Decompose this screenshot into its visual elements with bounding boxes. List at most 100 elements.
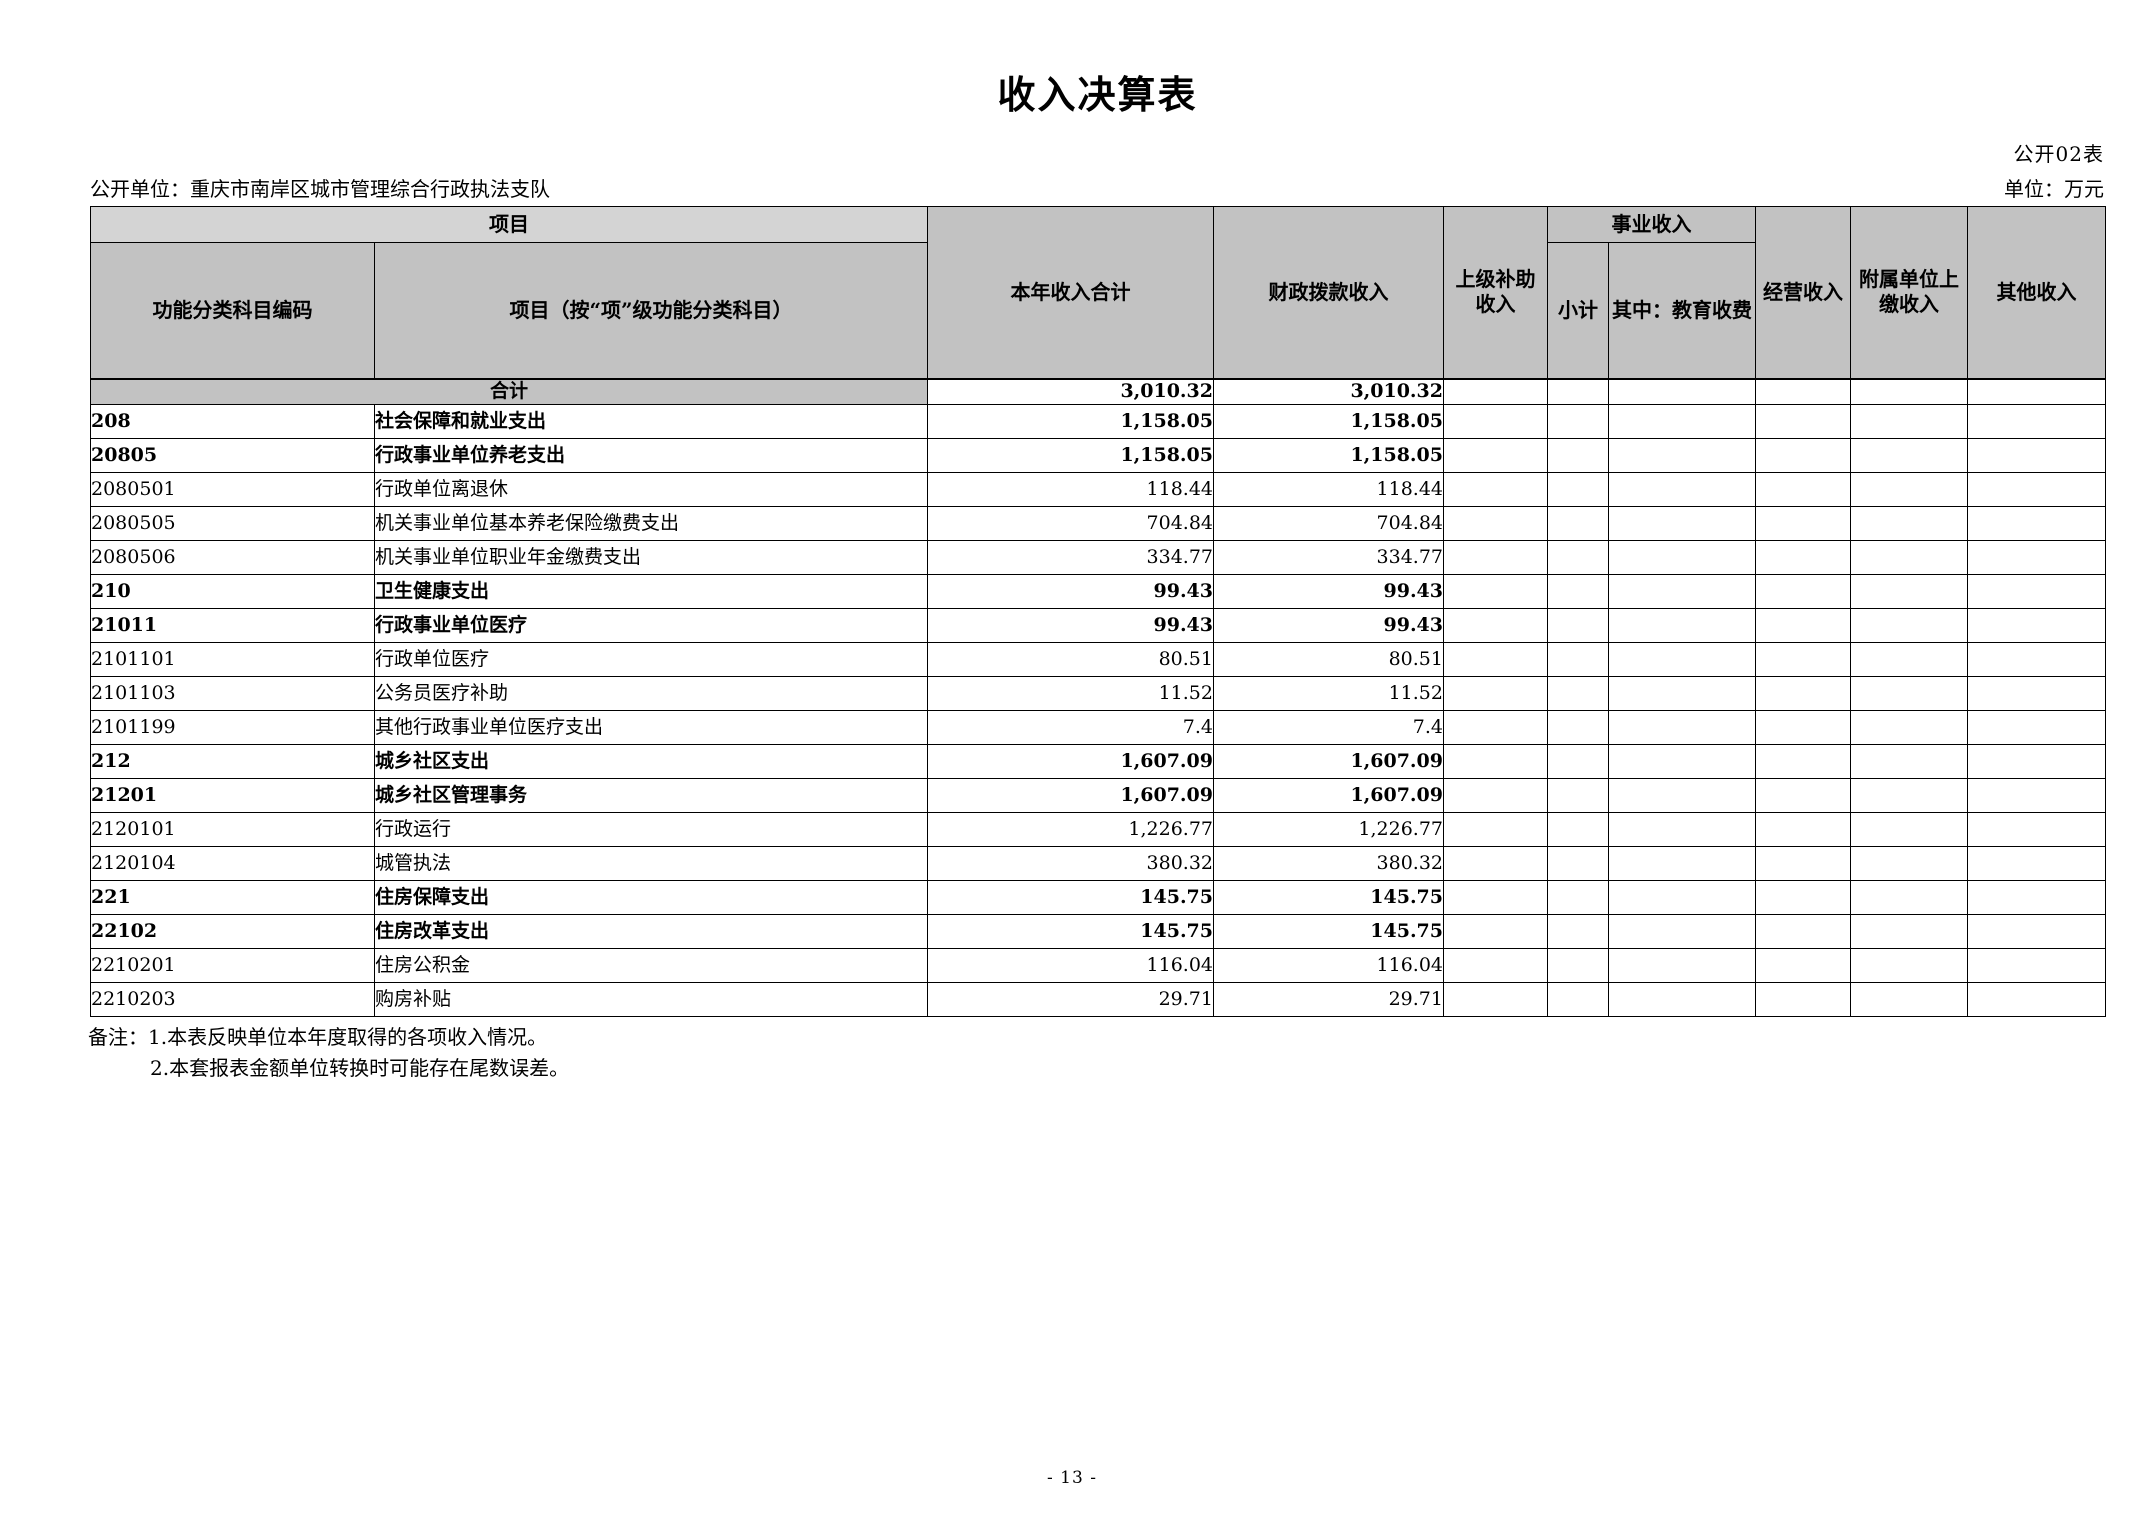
cell-other-income <box>1967 710 2106 745</box>
table-row: 210 卫生健康支出 99.43 99.43 <box>90 574 2106 609</box>
cell-total-income: 145.75 <box>927 880 1214 915</box>
cell-operating-income <box>1755 676 1851 711</box>
cell-other-income <box>1967 438 2106 473</box>
cell-business-subtotal <box>1547 744 1609 779</box>
cell-fiscal-income: 1,607.09 <box>1213 778 1444 813</box>
cell-affiliated-income <box>1850 846 1968 881</box>
cell-superior-income <box>1443 982 1548 1017</box>
cell-business-edu <box>1608 378 1756 405</box>
cell-total-income: 1,158.05 <box>927 438 1214 473</box>
cell-fiscal-income: 7.4 <box>1213 710 1444 745</box>
cell-operating-income <box>1755 506 1851 541</box>
table-body: 合计 3,010.32 3,010.32 208 社会保障和就业支出 1,158.05 1,… <box>90 378 2106 1017</box>
cell-business-subtotal <box>1547 642 1609 677</box>
cell-affiliated-income <box>1850 574 1968 609</box>
cell-operating-income <box>1755 608 1851 643</box>
cell-business-edu <box>1608 880 1756 915</box>
cell-other-income <box>1967 472 2106 507</box>
cell-code: 20805 <box>90 438 375 473</box>
cell-affiliated-income <box>1850 710 1968 745</box>
cell-total-income: 11.52 <box>927 676 1214 711</box>
cell-total-income: 704.84 <box>927 506 1214 541</box>
cell-operating-income <box>1755 574 1851 609</box>
table-row: 2080501 行政单位离退休 118.44 118.44 <box>90 472 2106 507</box>
cell-business-subtotal <box>1547 438 1609 473</box>
cell-operating-income <box>1755 812 1851 847</box>
cell-business-subtotal <box>1547 880 1609 915</box>
cell-project: 其他行政事业单位医疗支出 <box>374 710 928 745</box>
table-row: 208 社会保障和就业支出 1,158.05 1,158.05 <box>90 404 2106 439</box>
table-row: 21011 行政事业单位医疗 99.43 99.43 <box>90 608 2106 643</box>
cell-superior-income <box>1443 608 1548 643</box>
cell-superior-income <box>1443 846 1548 881</box>
cell-code: 2120101 <box>90 812 375 847</box>
cell-total-income: 145.75 <box>927 914 1214 949</box>
cell-operating-income <box>1755 846 1851 881</box>
cell-other-income <box>1967 540 2106 575</box>
cell-project: 城乡社区支出 <box>374 744 928 779</box>
header-fiscal: 财政拨款收入 <box>1213 206 1444 380</box>
cell-affiliated-income <box>1850 778 1968 813</box>
table-row: 20805 行政事业单位养老支出 1,158.05 1,158.05 <box>90 438 2106 473</box>
cell-operating-income <box>1755 948 1851 983</box>
cell-affiliated-income <box>1850 404 1968 439</box>
cell-affiliated-income <box>1850 540 1968 575</box>
cell-affiliated-income <box>1850 472 1968 507</box>
table-row: 22102 住房改革支出 145.75 145.75 <box>90 914 2106 949</box>
cell-operating-income <box>1755 914 1851 949</box>
header-project-group: 项目 <box>90 206 928 243</box>
cell-project: 购房补贴 <box>374 982 928 1017</box>
cell-superior-income <box>1443 472 1548 507</box>
cell-business-edu <box>1608 982 1756 1017</box>
cell-project: 行政事业单位养老支出 <box>374 438 928 473</box>
cell-project: 行政事业单位医疗 <box>374 608 928 643</box>
cell-superior-income <box>1443 948 1548 983</box>
cell-fiscal-income: 3,010.32 <box>1213 378 1444 405</box>
cell-superior-income <box>1443 914 1548 949</box>
cell-business-edu <box>1608 642 1756 677</box>
cell-business-subtotal <box>1547 778 1609 813</box>
cell-affiliated-income <box>1850 378 1968 405</box>
page-number: - 13 - <box>1047 1468 1097 1488</box>
total-row: 合计 3,010.32 3,010.32 <box>90 378 2106 405</box>
header-affiliated: 附属单位上缴收入 <box>1850 206 1968 380</box>
cell-business-edu <box>1608 710 1756 745</box>
meta-line: 公开单位：重庆市南岸区城市管理综合行政执法支队 单位：万元 <box>90 173 2104 202</box>
cell-operating-income <box>1755 540 1851 575</box>
cell-code: 22102 <box>90 914 375 949</box>
table-row: 2120104 城管执法 380.32 380.32 <box>90 846 2106 881</box>
cell-business-edu <box>1608 914 1756 949</box>
cell-total-income: 80.51 <box>927 642 1214 677</box>
cell-code: 2080506 <box>90 540 375 575</box>
cell-affiliated-income <box>1850 880 1968 915</box>
cell-business-subtotal <box>1547 710 1609 745</box>
cell-other-income <box>1967 982 2106 1017</box>
cell-code: 210 <box>90 574 375 609</box>
table-row: 212 城乡社区支出 1,607.09 1,607.09 <box>90 744 2106 779</box>
cell-other-income <box>1967 778 2106 813</box>
cell-affiliated-income <box>1850 642 1968 677</box>
cell-fiscal-income: 99.43 <box>1213 574 1444 609</box>
cell-superior-income <box>1443 642 1548 677</box>
cell-code: 208 <box>90 404 375 439</box>
header-business-edu: 其中：教育收费 <box>1608 242 1756 380</box>
footnote-line: 备注：1.本表反映单位本年度取得的各项收入情况。 <box>88 1025 548 1049</box>
cell-business-subtotal <box>1547 378 1609 405</box>
cell-code: 212 <box>90 744 375 779</box>
cell-business-subtotal <box>1547 812 1609 847</box>
cell-superior-income <box>1443 812 1548 847</box>
cell-other-income <box>1967 574 2106 609</box>
cell-code: 221 <box>90 880 375 915</box>
cell-business-edu <box>1608 608 1756 643</box>
cell-business-subtotal <box>1547 846 1609 881</box>
cell-operating-income <box>1755 710 1851 745</box>
cell-other-income <box>1967 506 2106 541</box>
cell-code: 2080505 <box>90 506 375 541</box>
cell-project: 住房保障支出 <box>374 880 928 915</box>
cell-business-subtotal <box>1547 540 1609 575</box>
table-row: 2101101 行政单位医疗 80.51 80.51 <box>90 642 2106 677</box>
cell-total-income: 99.43 <box>927 574 1214 609</box>
unit-label: 单位：万元 <box>2004 177 2104 201</box>
header-business-group: 事业收入 <box>1547 206 1756 243</box>
header-operating: 经营收入 <box>1755 206 1851 380</box>
